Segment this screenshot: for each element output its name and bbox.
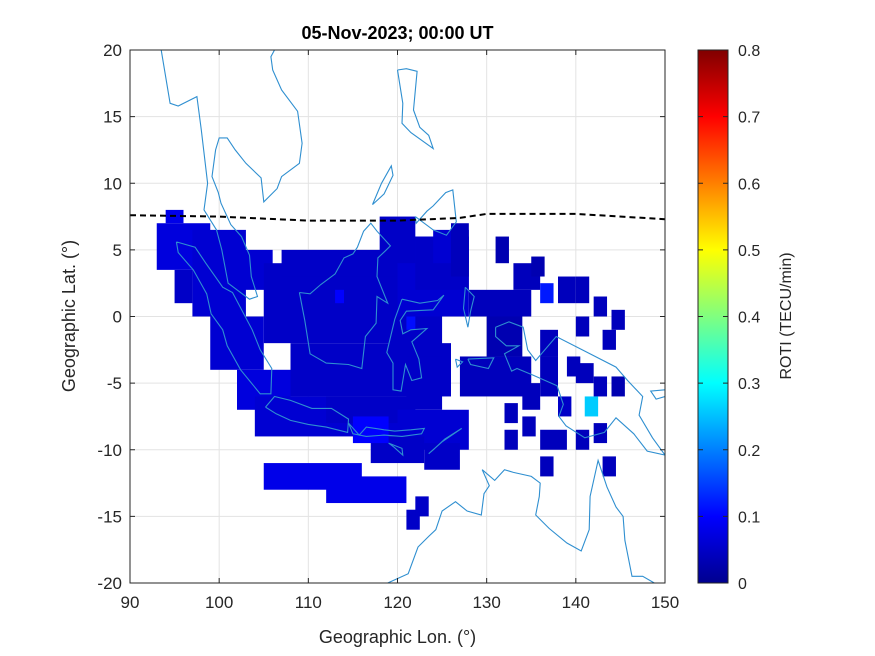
colorbar-label: ROTI (TECU/min)	[778, 252, 795, 379]
roti-cell	[504, 429, 518, 450]
y-tick-label: 0	[113, 308, 122, 327]
roti-cell	[406, 316, 416, 330]
colorbar-tick-label: 0.3	[738, 376, 760, 393]
colorbar-tick-label: 0.5	[738, 243, 760, 260]
y-tick-label: 10	[103, 174, 122, 193]
roti-cell	[174, 269, 193, 304]
magnetic-equator-line	[130, 212, 665, 222]
coastline	[387, 469, 490, 583]
roti-cell	[540, 356, 558, 397]
coastline	[462, 286, 475, 328]
y-axis-ticks: 20 15 10 5 0 -5 -10 -15 -20	[97, 41, 665, 593]
roti-cell	[611, 309, 625, 330]
roti-cell	[424, 443, 460, 470]
roti-cell	[263, 263, 398, 344]
coastline	[467, 357, 495, 370]
roti-cell	[531, 256, 545, 277]
coastline	[454, 358, 464, 369]
roti-cell	[558, 396, 572, 417]
roti-cell	[495, 236, 509, 264]
roti-cell	[575, 276, 590, 304]
y-tick-label: 15	[103, 108, 122, 127]
roti-cell	[593, 296, 608, 317]
x-tick-label: 100	[205, 593, 233, 612]
colorbar-tick-label: 0.6	[738, 176, 760, 193]
y-tick-label: -5	[107, 374, 122, 393]
roti-cell	[575, 363, 594, 384]
roti-cell	[602, 329, 616, 350]
roti-cell	[584, 396, 599, 417]
coastline	[414, 189, 457, 236]
coastline	[386, 294, 445, 392]
roti-cell	[326, 476, 407, 504]
coastlines	[160, 50, 665, 583]
roti-cell	[540, 283, 554, 304]
coastline	[347, 422, 426, 437]
roti-cell	[468, 289, 532, 317]
colorbar-tick-label: 0	[738, 576, 747, 593]
x-tick-label: 120	[383, 593, 411, 612]
coastline	[428, 427, 463, 455]
coastline	[175, 241, 273, 395]
roti-cell	[504, 403, 518, 424]
roti-cell	[540, 456, 554, 477]
coastline	[298, 222, 392, 370]
coastline	[396, 68, 435, 151]
x-tick-label: 150	[651, 593, 679, 612]
y-tick-label: -10	[97, 441, 122, 460]
roti-cell	[602, 456, 616, 477]
coastline	[265, 395, 350, 434]
colorbar-tick-label: 0.4	[738, 310, 760, 327]
colorbar-tick-label: 0.2	[738, 443, 760, 460]
x-axis-ticks: 90 100 110 120 130 140 150	[121, 50, 679, 612]
coastline	[160, 50, 303, 300]
coastline	[371, 164, 394, 206]
coastline	[388, 442, 404, 457]
roti-cell	[522, 383, 541, 410]
x-tick-label: 140	[562, 593, 590, 612]
roti-cell	[451, 223, 469, 277]
roti-cell	[486, 316, 523, 357]
roti-cell	[540, 429, 567, 450]
colorbar-tick-label: 0.8	[738, 43, 760, 60]
y-tick-label: -15	[97, 507, 122, 526]
x-axis-label: Geographic Lon. (°)	[319, 627, 476, 647]
chart-title: 05-Nov-2023; 00:00 UT	[301, 23, 493, 43]
y-axis-label: Geographic Lat. (°)	[59, 240, 79, 392]
x-tick-label: 110	[295, 593, 322, 612]
y-tick-label: -20	[97, 574, 122, 593]
roti-cell	[558, 276, 576, 304]
roti-cell	[575, 316, 590, 337]
colorbar-tick-label: 0.7	[738, 110, 760, 127]
coastline	[495, 321, 665, 456]
coastline	[649, 389, 665, 400]
roti-cell	[406, 356, 443, 410]
coastline	[481, 458, 655, 583]
roti-cell	[611, 376, 625, 397]
x-tick-label: 130	[472, 593, 500, 612]
roti-cell	[522, 416, 536, 437]
roti-cell	[415, 496, 429, 517]
roti-cell	[335, 289, 344, 304]
colorbar-ticks: 0 0.1 0.2 0.3 0.4 0.5 0.6 0.7 0.8	[698, 43, 760, 593]
roti-cell	[459, 356, 532, 397]
colorbar-tick-label: 0.1	[738, 509, 760, 526]
y-tick-label: 20	[103, 41, 122, 60]
roti-cell	[593, 376, 608, 397]
y-tick-label: 5	[113, 241, 122, 260]
x-tick-label: 90	[121, 593, 140, 612]
